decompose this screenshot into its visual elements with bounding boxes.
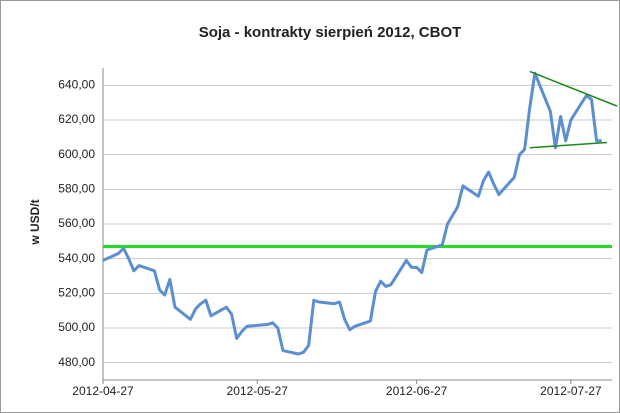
y-tick-label: 560,00	[58, 216, 95, 230]
data-line	[102, 71, 602, 356]
trend-line	[529, 141, 607, 149]
y-tick-label: 480,00	[58, 355, 95, 369]
y-tick-label: 640,00	[58, 78, 95, 92]
y-tick-label: 600,00	[58, 147, 95, 161]
x-tick-label: 2012-04-27	[72, 384, 134, 398]
y-tick-label: 520,00	[58, 286, 95, 300]
x-tick-label: 2012-05-27	[227, 384, 289, 398]
chart-title: Soja - kontrakty sierpień 2012, CBOT	[199, 24, 462, 41]
y-axis-label: w USD/t	[28, 199, 42, 245]
y-tick-label: 620,00	[58, 112, 95, 126]
y-tick-label: 540,00	[58, 251, 95, 265]
trend-line	[529, 70, 618, 107]
x-tick-label: 2012-07-27	[540, 384, 602, 398]
y-tick-label: 500,00	[58, 320, 95, 334]
x-tick-label: 2012-06-27	[386, 384, 448, 398]
y-tick-label: 580,00	[58, 182, 95, 196]
